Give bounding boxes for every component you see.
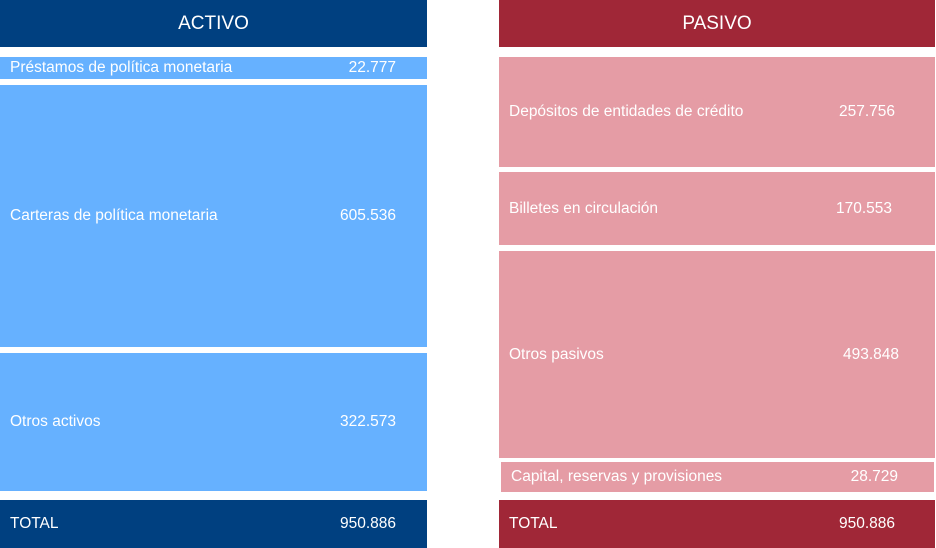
item-value: 605.536 [339, 207, 396, 224]
item-label: Depósitos de entidades de crédito [509, 103, 744, 120]
activo-item-otros: Otros activos 322.573 [0, 353, 427, 491]
item-value: 170.553 [835, 199, 892, 217]
pasivo-item-otros: Otros pasivos 493.848 [499, 251, 935, 458]
activo-header: ACTIVO [0, 0, 427, 47]
item-value: 493.848 [842, 345, 899, 363]
item-label: Préstamos de política monetaria [10, 59, 233, 76]
activo-item-carteras: Carteras de política monetaria 605.536 [0, 85, 427, 347]
total-label: TOTAL [10, 515, 59, 532]
activo-item-prestamos: Préstamos de política monetaria 22.777 [0, 57, 427, 79]
total-value: 950.886 [838, 515, 895, 532]
activo-total: TOTAL 950.886 [0, 500, 427, 548]
total-value: 950.886 [339, 515, 396, 532]
pasivo-total: TOTAL 950.886 [499, 500, 935, 548]
item-label: Carteras de política monetaria [10, 207, 218, 224]
item-value: 257.756 [838, 103, 895, 120]
pasivo-item-billetes: Billetes en circulación 170.553 [499, 172, 935, 245]
item-value: 22.777 [348, 59, 396, 76]
item-label: Otros pasivos [509, 345, 604, 363]
pasivo-item-capital: Capital, reservas y provisiones 28.729 [501, 462, 934, 492]
item-label: Capital, reservas y provisiones [511, 468, 723, 485]
item-value: 28.729 [850, 468, 898, 485]
total-label: TOTAL [509, 515, 558, 532]
item-value: 322.573 [339, 413, 396, 430]
item-label: Billetes en circulación [509, 199, 659, 217]
item-label: Otros activos [10, 413, 101, 430]
pasivo-item-depositos: Depósitos de entidades de crédito 257.75… [499, 57, 935, 167]
pasivo-header: PASIVO [499, 0, 935, 47]
